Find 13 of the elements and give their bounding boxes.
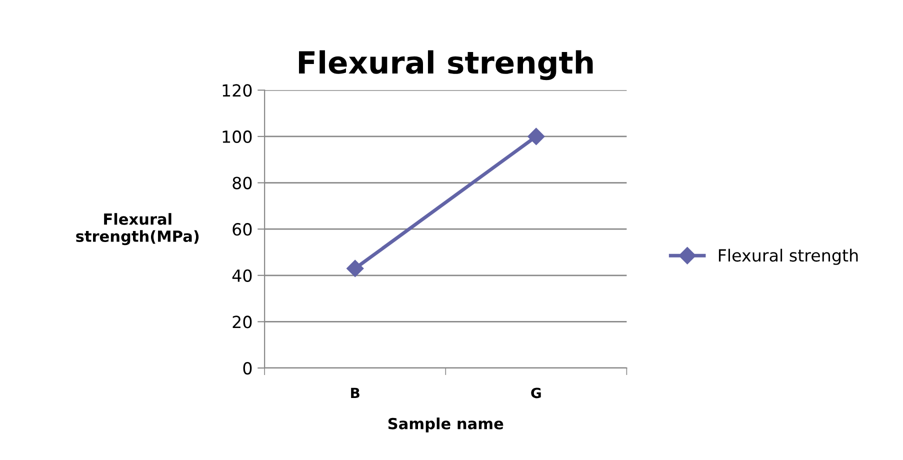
legend-label: Flexural strength [718,248,858,265]
x-axis-title: Sample name [388,418,504,432]
y-tick-label: 40 [232,269,252,282]
y-tick-label: 20 [232,316,252,328]
y-tick-label: 120 [222,84,252,97]
y-axis-title: Flexural strength(MPa) [76,213,199,246]
x-tick-label: G [531,388,541,398]
x-tick-label: B [351,388,360,398]
chart-title: Flexural strength [298,50,593,80]
y-tick-label: 80 [232,176,252,190]
y-tick-label: 100 [222,130,252,144]
y-tick-label: 0 [243,362,252,375]
y-tick-label: 60 [232,223,252,236]
